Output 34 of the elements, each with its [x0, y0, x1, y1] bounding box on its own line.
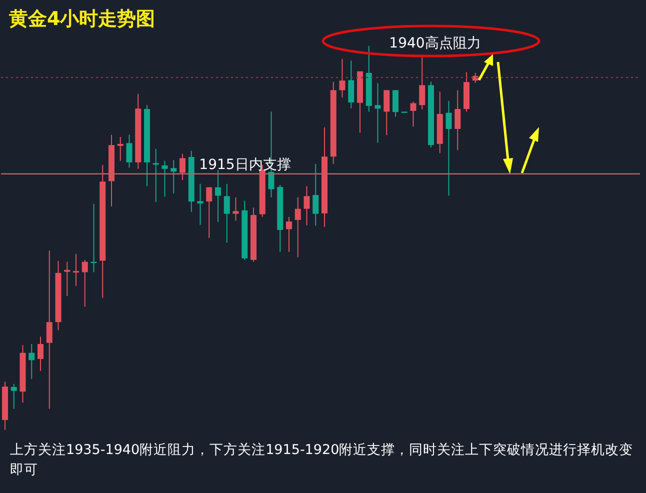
candlestick: [10, 383, 17, 410]
candlestick: [348, 60, 354, 109]
candlestick: [419, 56, 426, 110]
candlestick: [46, 250, 52, 410]
candlestick: [28, 343, 35, 380]
candlestick: [224, 183, 230, 244]
candlestick: [206, 186, 212, 238]
candlestick: [384, 90, 390, 136]
candlestick: [170, 160, 177, 194]
candlestick: [392, 90, 398, 118]
candlestick: [446, 100, 452, 196]
candlestick: [38, 336, 44, 372]
candlestick: [312, 163, 319, 226]
candlestick: [304, 186, 310, 226]
candlestick: [286, 216, 292, 252]
ref-line-label: 1940高点阻力: [389, 35, 481, 52]
candlestick: [162, 160, 168, 198]
text: 上方关注1935-1940附近阻力，下方关注1915-1920附近支撑，同时关注上下突破情况进行择机改变即可: [10, 441, 634, 480]
candlestick: [180, 153, 186, 181]
candlestick: [454, 90, 461, 151]
candlestick: [374, 82, 381, 144]
candlestick: [73, 254, 79, 286]
candlestick: [232, 196, 239, 222]
candlestick: [64, 261, 70, 296]
chart-title: 黄金4小时走势图: [9, 7, 156, 32]
candlestick: [126, 134, 132, 168]
candlestick: [339, 58, 346, 98]
candlestick: [82, 259, 88, 308]
candlestick: [197, 183, 204, 226]
candlestick: [410, 101, 416, 128]
candlestick: [117, 136, 124, 162]
candlestick: [294, 196, 301, 258]
candlestick: [215, 170, 221, 222]
candlestick: [152, 148, 159, 202]
